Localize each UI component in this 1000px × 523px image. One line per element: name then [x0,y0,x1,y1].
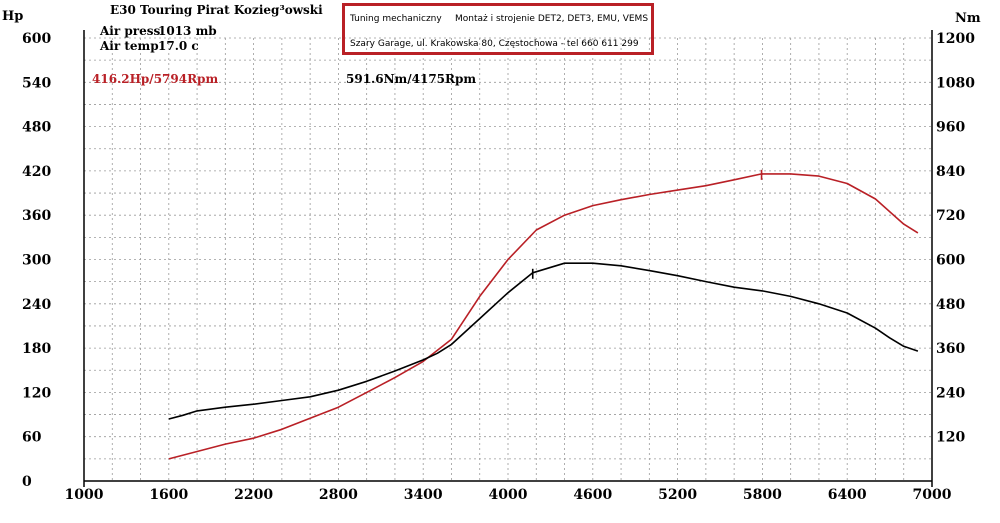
x-tick-labels: 1000 1600 2200 2800 3400 4000 4600 5200 5800 6400… [65,487,952,503]
info-line2: Szary Garage, ul. Krakowska 80, Częstoch… [350,39,639,49]
right-tick-label: 840 [936,164,965,180]
shop-info-box: Tuning mechaniczny Montaż i strojenie DE… [342,3,654,55]
axes [83,30,933,487]
right-tick-label: 480 [936,297,965,313]
right-tick-label: 1080 [936,75,975,91]
x-tick-label: 4000 [489,487,528,503]
info-line1-right: Montaż i strojenie DET2, DET3, EMU, VEMS [455,14,649,24]
left-tick-label: 180 [22,341,51,357]
left-tick-label: 540 [22,75,51,91]
left-tick-label: 300 [22,253,51,269]
left-tick-label: 120 [22,385,51,401]
right-axis-label: Nm [955,11,981,26]
right-tick-label: 960 [936,120,965,136]
x-tick-label: 3400 [404,487,443,503]
air-temp-label: Air temp [100,39,159,53]
x-tick-label: 5800 [743,487,782,503]
info-line1-left: Tuning mechaniczny [350,14,442,24]
power-peak-label: 416.2Hp/5794Rpm [92,72,218,86]
left-tick-label: 600 [22,31,51,47]
right-tick-labels: 120 240 360 480 600 720 840 960 1080 1200 [936,31,975,446]
right-tick-label: 240 [936,385,965,401]
series-line-torque [168,262,919,420]
torque-peak-label: 591.6Nm/4175Rpm [346,72,476,86]
series-line-power [168,173,919,460]
left-tick-label: 480 [22,120,51,136]
left-tick-label: 0 [22,474,32,490]
x-tick-label: 5200 [658,487,697,503]
right-tick-label: 600 [936,253,965,269]
right-tick-label: 360 [936,341,965,357]
air-press-label: Air press [100,24,161,38]
chart-title: E30 Touring Pirat Kozieg³owski [110,3,323,17]
left-axis-label: Hp [2,9,23,24]
series-lines [168,169,919,460]
left-tick-label: 60 [22,430,42,446]
x-tick-label: 2200 [234,487,273,503]
x-tick-label: 7000 [913,487,952,503]
air-press-value: 1013 mb [158,24,217,38]
air-temp-value: 17.0 c [158,39,199,53]
x-tick-label: 1600 [149,487,188,503]
left-tick-label: 360 [22,208,51,224]
right-tick-label: 1200 [936,31,975,47]
x-tick-label: 4600 [573,487,612,503]
left-tick-labels: 0 60 120 180 240 300 360 420 480 540 600 [22,31,51,490]
right-tick-label: 720 [936,208,965,224]
x-tick-label: 1000 [65,487,104,503]
right-tick-label: 120 [936,430,965,446]
x-tick-label: 6400 [828,487,867,503]
left-tick-label: 240 [22,297,51,313]
x-tick-label: 2800 [319,487,358,503]
left-tick-label: 420 [22,164,51,180]
